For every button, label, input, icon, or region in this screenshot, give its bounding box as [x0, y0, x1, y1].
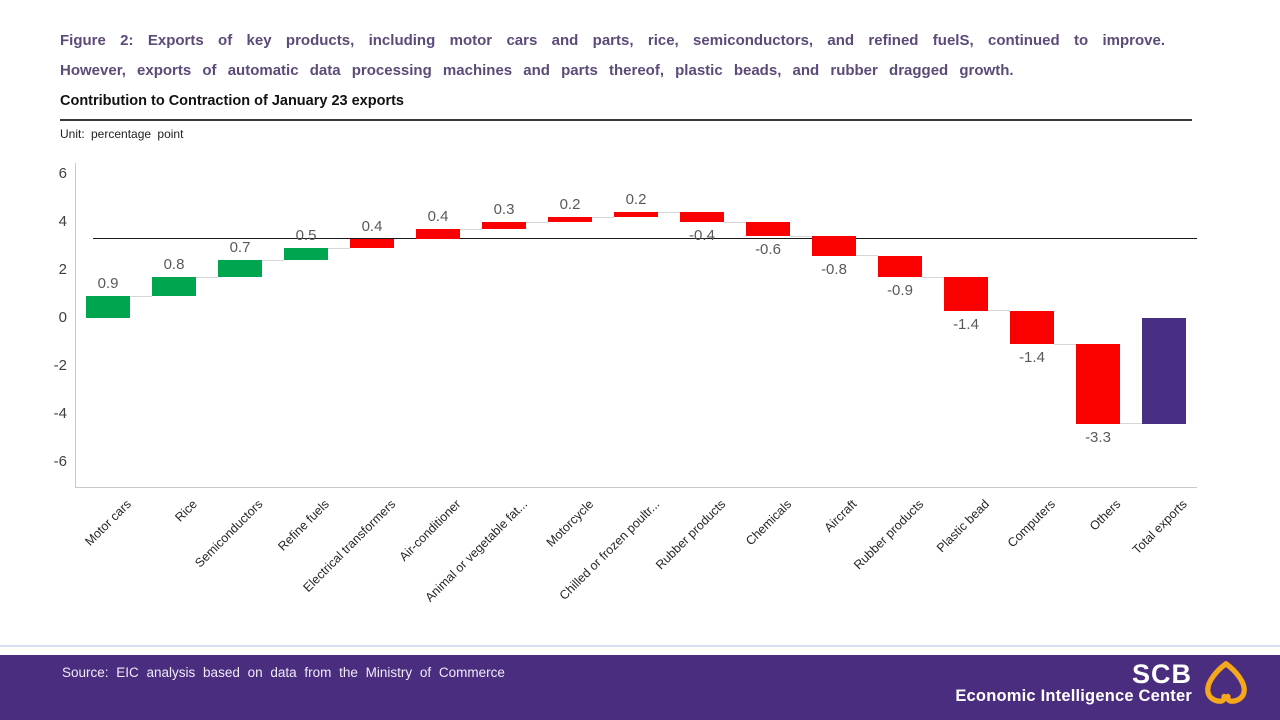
bar-8-chilled-or-frozen-poultr — [614, 212, 658, 218]
y-axis-tick-label: -2 — [53, 357, 67, 374]
waterfall-connector — [790, 235, 812, 237]
bar-value-label: 0.9 — [97, 275, 119, 293]
y-axis-line — [75, 163, 76, 487]
waterfall-connector — [922, 276, 944, 278]
waterfall-connector — [856, 255, 878, 257]
bar-0-motor-cars — [86, 296, 130, 318]
footer-bar: Source: EIC analysis based on data from … — [0, 655, 1280, 720]
y-axis-tick-label: 2 — [58, 261, 67, 278]
waterfall-connector — [658, 211, 680, 213]
x-axis-label: Refine fuels — [275, 497, 332, 554]
waterfall-connector — [460, 228, 482, 230]
bar-value-label: 0.7 — [229, 239, 251, 257]
bar-9-rubber-products — [680, 212, 724, 222]
x-axis-label: Chemicals — [742, 497, 794, 549]
y-axis-tick-label: 6 — [58, 165, 67, 182]
y-axis-tick-label: 0 — [58, 309, 67, 326]
bar-7-motorcycle — [548, 217, 592, 222]
bar-16-total-exports — [1142, 318, 1186, 424]
bar-value-label: -1.4 — [1019, 349, 1045, 367]
bar-value-label: 0.8 — [163, 256, 185, 274]
scb-leaf-icon — [1202, 659, 1250, 707]
bar-value-label: -0.8 — [821, 260, 847, 278]
bar-5-air-conditioner — [416, 229, 460, 239]
x-axis-label: Plastic bead — [933, 497, 992, 556]
bar-value-label: -0.9 — [887, 282, 913, 300]
bar-value-label: -0.6 — [755, 241, 781, 259]
bar-13-plastic-bead — [944, 277, 988, 311]
waterfall-connector — [1054, 343, 1076, 345]
x-axis-label: Aircraft — [822, 497, 860, 535]
bar-value-label: 0.2 — [625, 191, 647, 209]
waterfall-connector — [1120, 423, 1142, 425]
y-axis-tick-label: 4 — [58, 213, 67, 230]
y-axis-tick-label: -4 — [53, 405, 67, 422]
unit-label: Unit: percentage point — [60, 127, 184, 141]
logo-subtitle: Economic Intelligence Center — [955, 687, 1192, 705]
x-axis-label: Motorcycle — [543, 497, 596, 550]
bar-12-rubber-products — [878, 255, 922, 278]
bar-6-animal-or-vegetable-fat — [482, 222, 526, 230]
x-axis-label: Rice — [172, 497, 200, 525]
waterfall-connector — [130, 295, 152, 297]
bar-value-label: 0.4 — [361, 217, 383, 235]
waterfall-connector — [988, 310, 1010, 312]
heading-divider — [60, 119, 1192, 121]
waterfall-connector — [328, 247, 350, 249]
waterfall-connector — [262, 259, 284, 261]
bar-value-label: -1.4 — [953, 315, 979, 333]
bar-value-label: -3.3 — [1085, 428, 1111, 446]
waterfall-connector — [592, 216, 614, 218]
figure-title-line-1: Figure 2: Exports of key products, inclu… — [60, 32, 1165, 49]
scb-eic-logo: SCB Economic Intelligence Center — [955, 659, 1250, 707]
logo-title: SCB — [1131, 659, 1192, 689]
logo-text: SCB Economic Intelligence Center — [955, 659, 1192, 706]
bar-15-others — [1076, 344, 1120, 424]
x-axis-line — [75, 487, 1197, 488]
x-axis-label: Total exports — [1129, 497, 1190, 558]
x-axis-label: Motor cars — [82, 497, 134, 549]
x-axis-label: Others — [1087, 497, 1124, 534]
x-axis-label: Computers — [1004, 497, 1058, 551]
x-axis-label: Rubber products — [850, 497, 926, 573]
footer-divider — [0, 645, 1280, 647]
chart-heading: Contribution to Contraction of January 2… — [60, 93, 404, 109]
bar-3-refine-fuels — [284, 248, 328, 261]
bar-value-label: -0.4 — [689, 227, 715, 244]
reference-line — [93, 237, 1197, 240]
figure-title-line-2: However, exports of automatic data proce… — [60, 62, 1014, 79]
bar-1-rice — [152, 277, 196, 297]
x-axis-label: Rubber products — [652, 497, 728, 573]
bar-11-aircraft — [812, 236, 856, 256]
bar-value-label: 0.2 — [559, 196, 581, 214]
x-axis-label: Air-conditioner — [397, 497, 464, 564]
waterfall-connector — [724, 221, 746, 223]
waterfall-connector — [196, 276, 218, 278]
bar-value-label: 0.4 — [427, 208, 449, 226]
source-note: Source: EIC analysis based on data from … — [62, 665, 505, 680]
bar-14-computers — [1010, 310, 1054, 345]
bar-4-electrical-transformers — [350, 238, 394, 249]
x-axis-label: Semiconductors — [192, 497, 266, 571]
bar-value-label: 0.3 — [493, 201, 515, 218]
waterfall-connector — [526, 221, 548, 223]
figure-title: Figure 2: Exports of key products, inclu… — [60, 26, 1165, 86]
bar-value-label: 0.5 — [295, 227, 317, 245]
bar-10-chemicals — [746, 222, 790, 237]
y-axis-tick-label: -6 — [53, 453, 67, 470]
bar-2-semiconductors — [218, 260, 262, 278]
